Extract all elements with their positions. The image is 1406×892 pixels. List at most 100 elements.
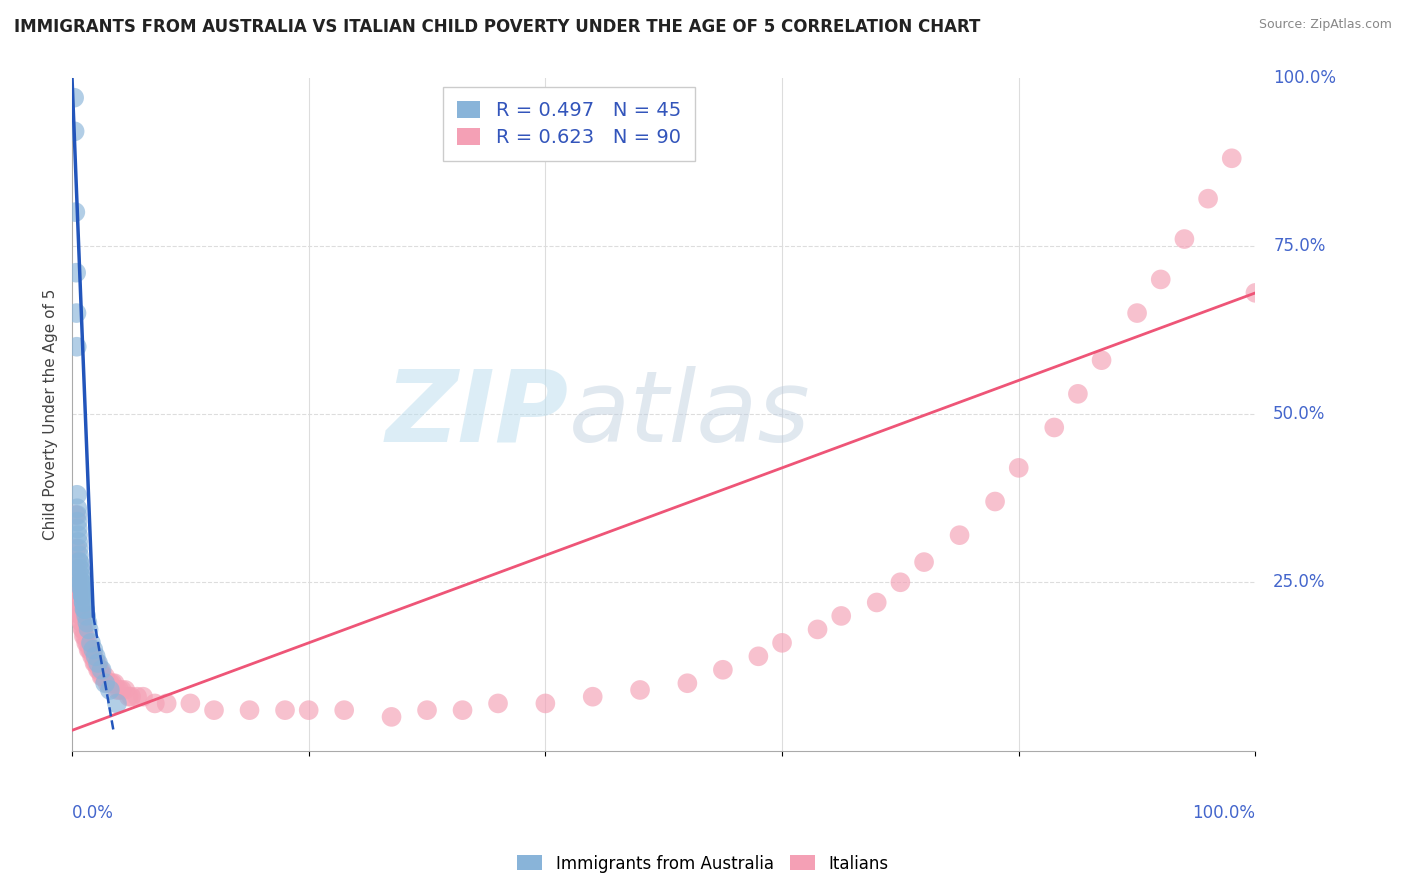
Point bbox=[202, 703, 225, 717]
Point bbox=[451, 703, 474, 717]
Point bbox=[70, 609, 93, 624]
Point bbox=[87, 663, 110, 677]
Point bbox=[143, 697, 166, 711]
Point bbox=[948, 528, 970, 542]
Point bbox=[806, 623, 828, 637]
Point bbox=[676, 676, 699, 690]
Text: 100.0%: 100.0% bbox=[1192, 805, 1256, 822]
Point bbox=[770, 636, 793, 650]
Text: 100.0%: 100.0% bbox=[1274, 69, 1336, 87]
Point bbox=[84, 656, 107, 670]
Point bbox=[80, 642, 103, 657]
Point bbox=[179, 697, 201, 711]
Point bbox=[67, 589, 90, 603]
Point bbox=[69, 595, 91, 609]
Point bbox=[63, 91, 86, 105]
Point bbox=[1197, 192, 1219, 206]
Point bbox=[105, 697, 128, 711]
Point bbox=[70, 609, 93, 624]
Point bbox=[66, 575, 89, 590]
Point bbox=[94, 669, 117, 683]
Point bbox=[1043, 420, 1066, 434]
Point bbox=[67, 535, 90, 549]
Point bbox=[69, 562, 91, 576]
Point bbox=[866, 595, 889, 609]
Point bbox=[70, 609, 93, 624]
Point bbox=[380, 710, 402, 724]
Point bbox=[96, 676, 118, 690]
Point bbox=[65, 205, 87, 219]
Point bbox=[87, 656, 110, 670]
Point bbox=[70, 615, 93, 630]
Point bbox=[105, 682, 128, 697]
Point bbox=[711, 663, 734, 677]
Point bbox=[104, 676, 127, 690]
Point bbox=[90, 663, 112, 677]
Point bbox=[80, 636, 103, 650]
Point bbox=[1173, 232, 1195, 246]
Point bbox=[66, 568, 89, 582]
Point bbox=[65, 266, 87, 280]
Point bbox=[86, 656, 108, 670]
Point bbox=[984, 494, 1007, 508]
Point bbox=[70, 615, 93, 630]
Point bbox=[114, 682, 136, 697]
Point bbox=[101, 676, 124, 690]
Point bbox=[274, 703, 297, 717]
Point bbox=[534, 697, 557, 711]
Legend: R = 0.497   N = 45, R = 0.623   N = 90: R = 0.497 N = 45, R = 0.623 N = 90 bbox=[443, 87, 695, 161]
Point bbox=[72, 589, 94, 603]
Point bbox=[127, 690, 149, 704]
Point bbox=[628, 682, 651, 697]
Text: 75.0%: 75.0% bbox=[1274, 236, 1326, 255]
Point bbox=[486, 697, 509, 711]
Point bbox=[82, 642, 104, 657]
Point bbox=[79, 642, 101, 657]
Text: 0.0%: 0.0% bbox=[72, 805, 114, 822]
Point bbox=[1126, 306, 1149, 320]
Point bbox=[65, 508, 87, 522]
Point bbox=[416, 703, 439, 717]
Point bbox=[76, 615, 98, 630]
Point bbox=[98, 676, 121, 690]
Point bbox=[1090, 353, 1112, 368]
Point bbox=[69, 602, 91, 616]
Y-axis label: Child Poverty Under the Age of 5: Child Poverty Under the Age of 5 bbox=[44, 288, 58, 540]
Point bbox=[69, 602, 91, 616]
Point bbox=[66, 528, 89, 542]
Point bbox=[84, 649, 107, 664]
Point bbox=[72, 623, 94, 637]
Point bbox=[75, 609, 97, 624]
Point bbox=[70, 582, 93, 596]
Point bbox=[108, 682, 131, 697]
Point bbox=[70, 575, 93, 590]
Point bbox=[67, 541, 90, 556]
Point bbox=[238, 703, 260, 717]
Point bbox=[77, 623, 100, 637]
Point bbox=[582, 690, 605, 704]
Point bbox=[298, 703, 321, 717]
Point bbox=[72, 589, 94, 603]
Point bbox=[67, 555, 90, 569]
Point bbox=[66, 515, 89, 529]
Point bbox=[73, 629, 96, 643]
Point bbox=[66, 488, 89, 502]
Point bbox=[118, 690, 141, 704]
Point bbox=[98, 682, 121, 697]
Point bbox=[72, 589, 94, 603]
Point bbox=[66, 340, 89, 354]
Point bbox=[69, 602, 91, 616]
Point bbox=[73, 595, 96, 609]
Point bbox=[66, 555, 89, 569]
Point bbox=[89, 663, 111, 677]
Point bbox=[156, 697, 179, 711]
Legend: Immigrants from Australia, Italians: Immigrants from Australia, Italians bbox=[510, 848, 896, 880]
Point bbox=[73, 629, 96, 643]
Point bbox=[67, 595, 90, 609]
Point bbox=[747, 649, 769, 664]
Text: IMMIGRANTS FROM AUSTRALIA VS ITALIAN CHILD POVERTY UNDER THE AGE OF 5 CORRELATIO: IMMIGRANTS FROM AUSTRALIA VS ITALIAN CHI… bbox=[14, 18, 980, 36]
Point bbox=[89, 663, 111, 677]
Point bbox=[830, 609, 852, 624]
Text: 50.0%: 50.0% bbox=[1274, 405, 1326, 423]
Text: Source: ZipAtlas.com: Source: ZipAtlas.com bbox=[1258, 18, 1392, 31]
